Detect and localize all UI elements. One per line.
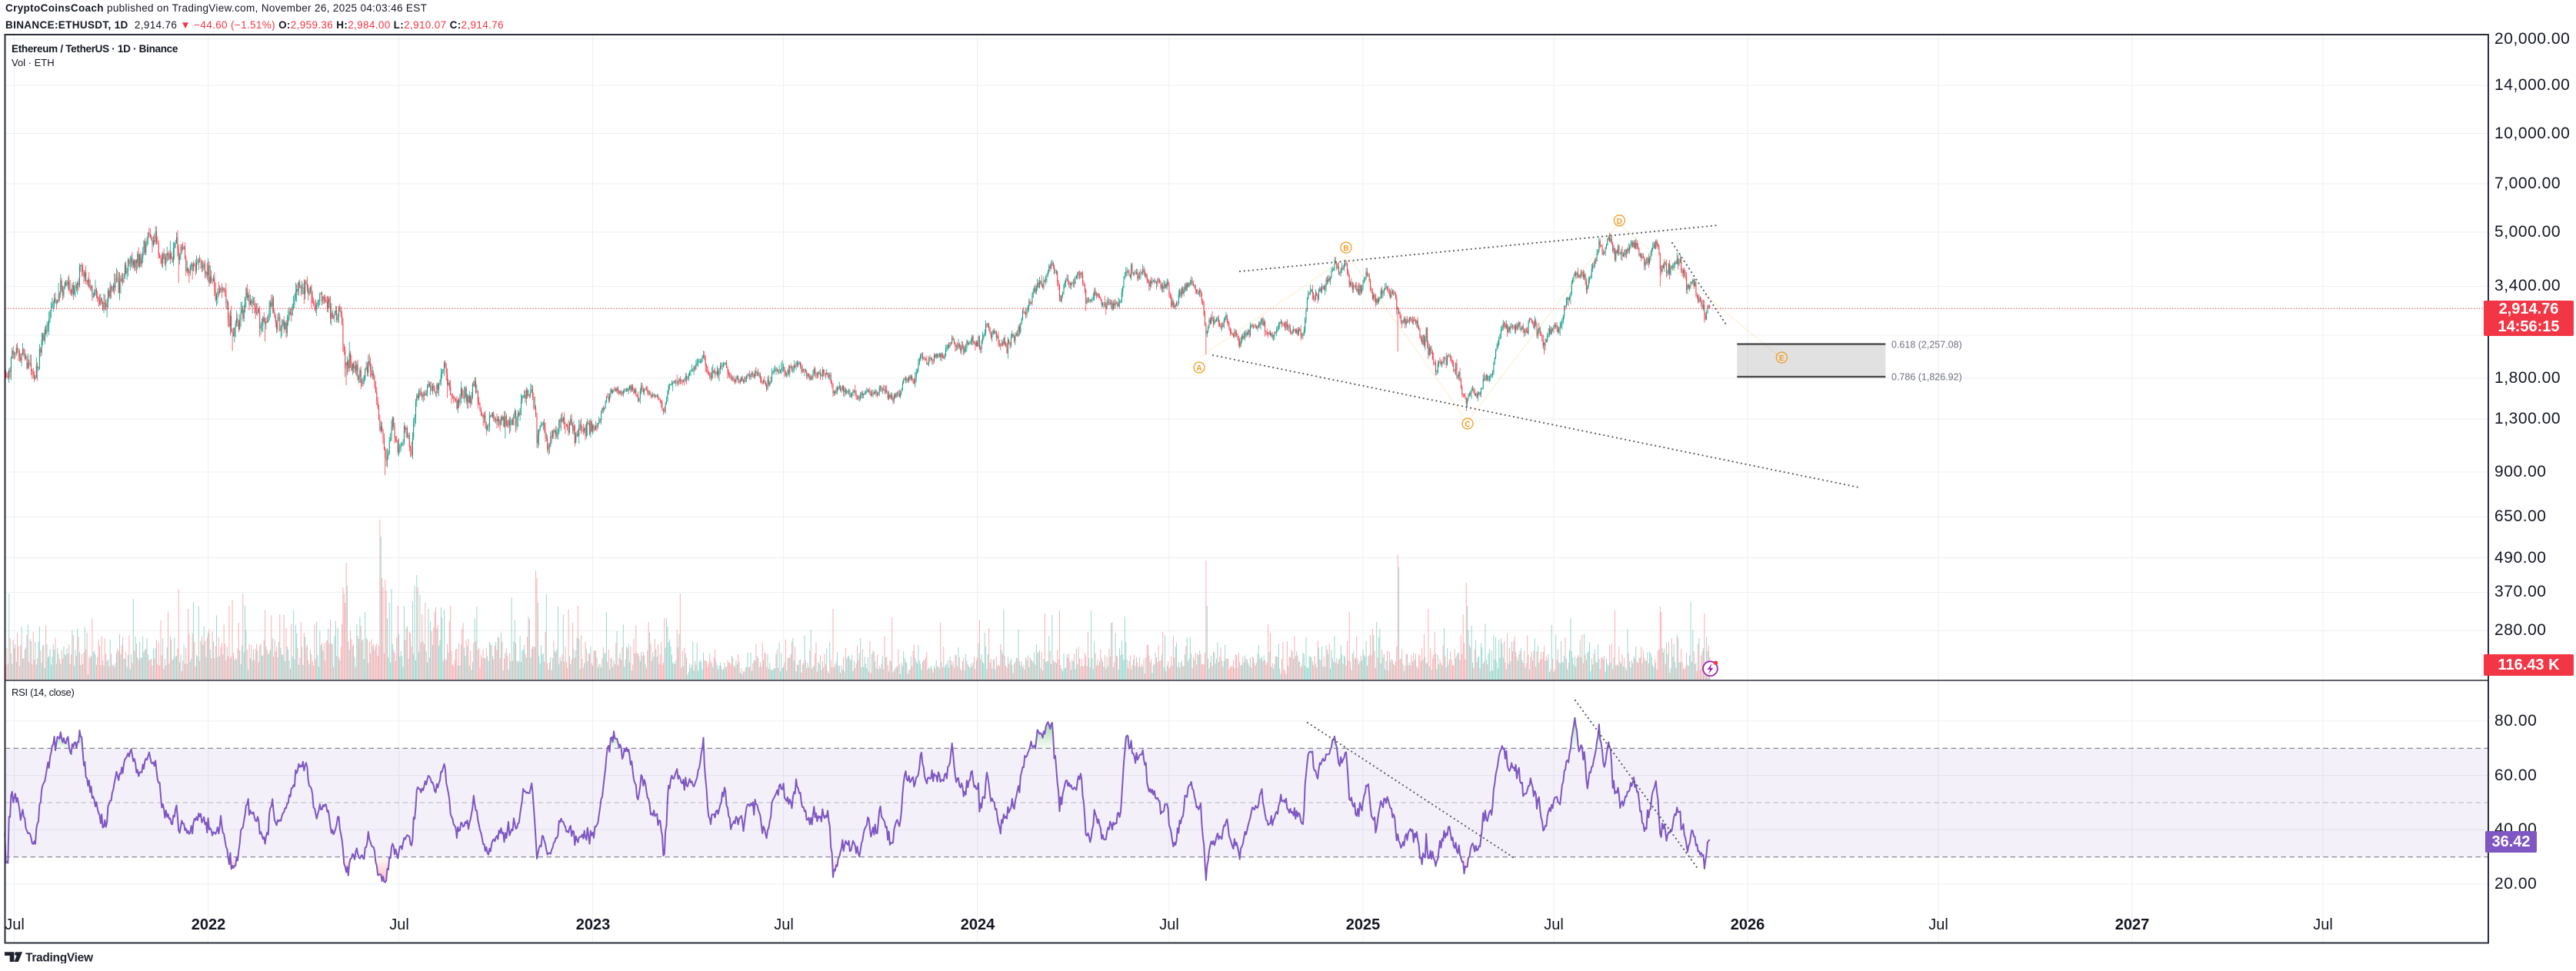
svg-text:A: A	[1196, 364, 1201, 373]
svg-text:TradingView: TradingView	[25, 951, 94, 963]
svg-text:0.618 (2,257.08): 0.618 (2,257.08)	[1891, 340, 1962, 351]
svg-text:E: E	[1779, 354, 1785, 363]
svg-text:D: D	[1617, 218, 1622, 226]
svg-text:0.786 (1,826.92): 0.786 (1,826.92)	[1891, 372, 1962, 383]
svg-text:B: B	[1343, 244, 1348, 253]
svg-text:C: C	[1465, 421, 1470, 429]
